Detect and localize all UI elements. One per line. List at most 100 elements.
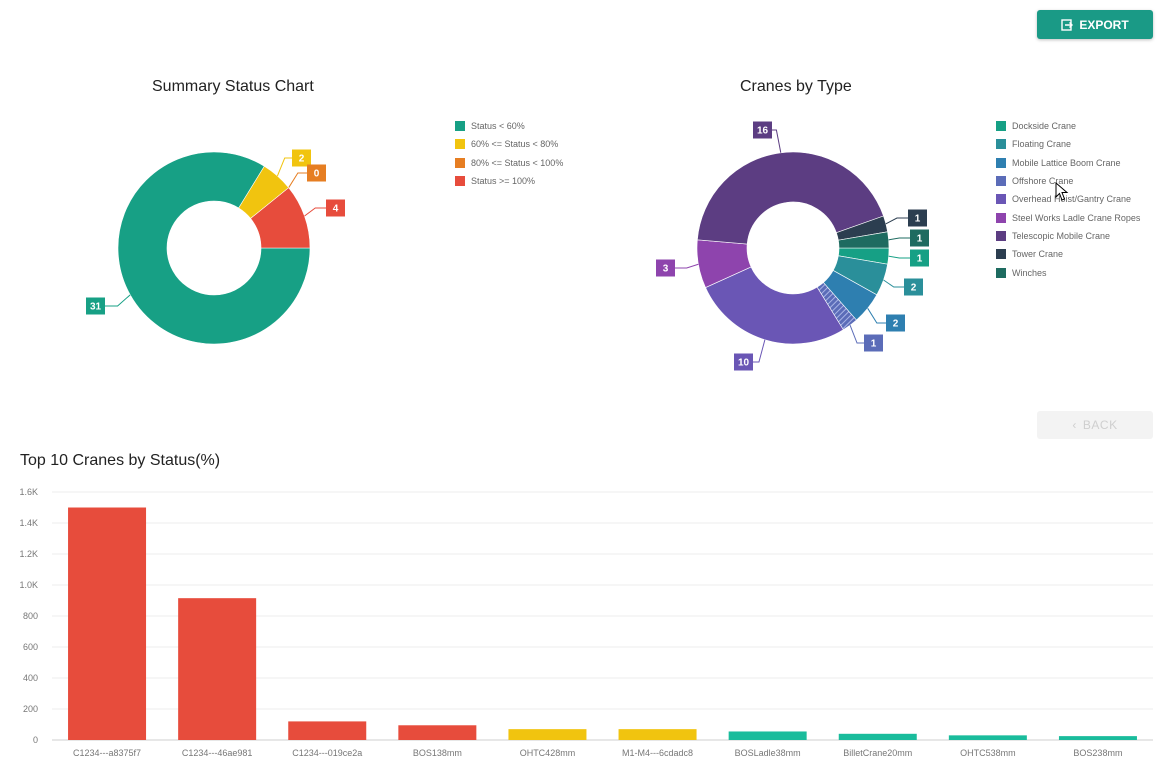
legend-label: Tower Crane (1012, 249, 1064, 260)
bar[interactable] (728, 731, 807, 740)
legend-swatch (996, 139, 1006, 150)
cranes-value-label: 2 (893, 319, 899, 330)
x-tick-label: C1234---46ae981 (182, 748, 253, 758)
legend-swatch (996, 194, 1006, 205)
cranes-legend-item[interactable]: Steel Works Ladle Crane Ropes (996, 208, 1140, 226)
cranes-value-badge (864, 334, 883, 352)
legend-label: Winches (1012, 267, 1047, 278)
summary-legend: Status < 60% 60% <= Status < 80% 80% <= St… (455, 117, 563, 190)
legend-label: Offshore Crane (1012, 176, 1074, 187)
y-tick-label: 600 (23, 642, 38, 652)
cranes-value-badge (910, 249, 929, 267)
legend-swatch (996, 230, 1006, 241)
summary-slice[interactable] (117, 151, 311, 345)
export-button[interactable]: EXPORT (1037, 10, 1153, 39)
cranes-leader-line (885, 217, 908, 225)
y-tick-label: 1.2K (19, 549, 38, 559)
cranes-value-badge (910, 229, 929, 247)
summary-value-label: 2 (299, 154, 305, 165)
summary-value-label: 0 (314, 169, 320, 180)
cranes-slice[interactable] (837, 231, 890, 249)
cranes-value-badge (734, 353, 753, 371)
bar[interactable] (288, 721, 367, 740)
cranes-value-label: 10 (738, 358, 750, 369)
summary-leader-line (105, 294, 131, 307)
cranes-leader-line (772, 129, 782, 153)
cranes-legend: Dockside Crane Floating Crane Mobile Latti… (996, 117, 1140, 282)
summary-legend-item[interactable]: Status < 60% (455, 117, 563, 135)
cranes-legend-item[interactable]: Winches (996, 263, 1140, 281)
cranes-value-label: 2 (911, 283, 917, 294)
legend-label: Status >= 100% (471, 176, 536, 187)
bar[interactable] (398, 725, 477, 740)
summary-leader-line (304, 207, 326, 217)
summary-legend-item[interactable]: Status >= 100% (455, 172, 563, 190)
mouse-cursor-icon (1055, 182, 1069, 201)
x-tick-label: M1-M4---6cdadc8 (622, 748, 693, 758)
bar[interactable] (508, 729, 587, 740)
cranes-value-label: 1 (915, 214, 921, 225)
legend-label: Telescopic Mobile Crane (1012, 230, 1111, 241)
cranes-legend-item[interactable]: Offshore Crane (996, 172, 1140, 190)
legend-swatch (455, 157, 465, 168)
cranes-value-badge (656, 259, 675, 277)
legend-label: Floating Crane (1012, 139, 1072, 150)
summary-value-badge (326, 199, 345, 217)
legend-swatch (996, 157, 1006, 168)
cranes-slice[interactable] (705, 266, 844, 345)
y-tick-label: 1.0K (19, 580, 38, 590)
cranes-legend-item[interactable]: Overhead Hoist/Gantry Crane (996, 190, 1140, 208)
cranes-leader-line (883, 279, 904, 288)
x-tick-label: BilletCrane20mm (843, 748, 912, 758)
y-tick-label: 800 (23, 611, 38, 621)
summary-chart-title: Summary Status Chart (152, 78, 314, 95)
chevron-left-icon: ‹ (1072, 418, 1077, 432)
bar[interactable] (178, 598, 257, 740)
cranes-legend-item[interactable]: Telescopic Mobile Crane (996, 227, 1140, 245)
summary-leader-line (288, 172, 307, 188)
legend-label: Dockside Crane (1012, 121, 1077, 132)
legend-label: 60% <= Status < 80% (471, 139, 559, 150)
bar[interactable] (838, 733, 917, 740)
bar[interactable] (948, 735, 1027, 740)
x-tick-label: OHTC428mm (520, 748, 576, 758)
legend-label: Status < 60% (471, 121, 525, 132)
cranes-leader-line (888, 237, 910, 241)
export-label: EXPORT (1079, 17, 1129, 32)
cranes-chart-title: Cranes by Type (740, 78, 852, 95)
back-button[interactable]: ‹ BACK (1037, 411, 1153, 439)
cranes-value-label: 16 (757, 126, 769, 137)
summary-legend-item[interactable]: 60% <= Status < 80% (455, 135, 563, 153)
cranes-value-badge (753, 121, 772, 139)
bar[interactable] (1058, 736, 1137, 740)
legend-label: Steel Works Ladle Crane Ropes (1012, 212, 1141, 223)
y-tick-label: 0 (33, 735, 38, 745)
legend-swatch (996, 212, 1006, 223)
legend-swatch (996, 249, 1006, 260)
summary-value-label: 31 (90, 302, 102, 313)
legend-swatch (455, 139, 465, 150)
bar[interactable] (618, 729, 697, 740)
cranes-legend-item[interactable]: Dockside Crane (996, 117, 1140, 135)
legend-swatch (996, 176, 1006, 187)
top10-chart-title: Top 10 Cranes by Status(%) (20, 452, 221, 469)
cranes-value-label: 1 (871, 339, 877, 350)
cranes-leader-line (675, 263, 699, 269)
summary-slice[interactable] (250, 187, 311, 249)
cranes-legend-item[interactable]: Mobile Lattice Boom Crane (996, 154, 1140, 172)
bar[interactable] (68, 507, 147, 741)
cranes-slice[interactable] (697, 151, 884, 245)
summary-legend-item[interactable]: 80% <= Status < 100% (455, 154, 563, 172)
cranes-leader-line (753, 339, 766, 363)
x-tick-label: BOS238mm (1073, 748, 1122, 758)
summary-value-badge (292, 149, 311, 167)
summary-value-badge (307, 164, 326, 182)
cranes-legend-item[interactable]: Tower Crane (996, 245, 1140, 263)
y-tick-label: 200 (23, 704, 38, 714)
cranes-legend-item[interactable]: Floating Crane (996, 135, 1140, 153)
summary-leader-line (276, 157, 292, 177)
legend-label: Mobile Lattice Boom Crane (1012, 157, 1121, 168)
x-tick-label: BOS138mm (413, 748, 462, 758)
legend-swatch (996, 267, 1006, 278)
